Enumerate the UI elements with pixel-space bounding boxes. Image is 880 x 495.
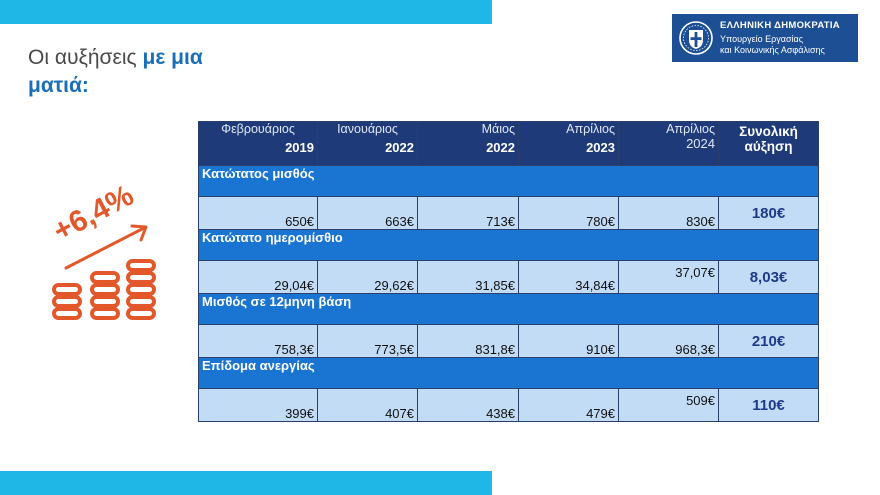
title-highlight-2: ματιά: bbox=[28, 74, 89, 97]
section-label: Κατώτατος μισθός bbox=[198, 165, 819, 197]
logo-ministry-line-2: και Κοινωνικής Ασφάλισης bbox=[720, 45, 825, 55]
header-cell: Ιανουάριος 2022 bbox=[317, 121, 418, 166]
logo-country: ΕΛΛΗΝΙΚΗ ΔΗΜΟΚΡΑΤΙΑ bbox=[720, 20, 840, 31]
table-row: 399€ 407€ 438€ 479€ 509€ 110€ bbox=[198, 388, 819, 422]
section-label: Μισθός σε 12μηνη βάση bbox=[198, 293, 819, 325]
total-cell: 110€ bbox=[718, 388, 819, 422]
total-cell: 180€ bbox=[718, 196, 819, 230]
value-cell: 479€ bbox=[518, 388, 619, 422]
bottom-accent-bar bbox=[0, 471, 492, 495]
page-title: Οι αυξήσεις με μια ματιά: bbox=[28, 44, 278, 100]
ministry-logo: ΕΛΛΗΝΙΚΗ ΔΗΜΟΚΡΑΤΙΑ Υπουργείο Εργασίας κ… bbox=[672, 14, 858, 62]
value-cell: 407€ bbox=[317, 388, 418, 422]
value-cell: 663€ bbox=[317, 196, 418, 230]
value-cell: 399€ bbox=[198, 388, 318, 422]
table-row: 29,04€ 29,62€ 31,85€ 34,84€ 37,07€ 8,03€ bbox=[198, 260, 819, 294]
total-cell: 8,03€ bbox=[718, 260, 819, 294]
total-header-cell: Συνολική αύξηση bbox=[718, 121, 819, 166]
value-cell: 650€ bbox=[198, 196, 318, 230]
value-cell: 31,85€ bbox=[417, 260, 519, 294]
table-header-row: Φεβρουάριος 2019 Ιανουάριος 2022 Μάιος 2022… bbox=[198, 121, 819, 166]
trend-arrow-icon bbox=[64, 224, 148, 270]
top-accent-bar bbox=[0, 0, 492, 24]
logo-ministry-line-1: Υπουργείο Εργασίας bbox=[720, 34, 804, 44]
header-cell: Μάιος 2022 bbox=[417, 121, 519, 166]
value-cell: 29,62€ bbox=[317, 260, 418, 294]
value-cell: 831,8€ bbox=[417, 324, 519, 358]
value-cell: 34,84€ bbox=[518, 260, 619, 294]
table-row: 758,3€ 773,5€ 831,8€ 910€ 968,3€ 210€ bbox=[198, 324, 819, 358]
header-cell: Απρίλιος 2024 bbox=[618, 121, 719, 166]
value-cell: 438€ bbox=[417, 388, 519, 422]
value-cell: 758,3€ bbox=[198, 324, 318, 358]
value-cell: 509€ bbox=[618, 388, 719, 422]
value-cell: 780€ bbox=[518, 196, 619, 230]
raises-table: Φεβρουάριος 2019 Ιανουάριος 2022 Μάιος 2022… bbox=[198, 121, 819, 422]
section-label: Επίδομα ανεργίας bbox=[198, 357, 819, 389]
title-highlight-1: με μια bbox=[142, 46, 203, 69]
growth-coins-graphic: +6,4% bbox=[48, 180, 156, 320]
value-cell: 713€ bbox=[417, 196, 519, 230]
section-label: Κατώτατο ημερομίσθιο bbox=[198, 229, 819, 261]
header-cell: Απρίλιος 2023 bbox=[518, 121, 619, 166]
value-cell: 37,07€ bbox=[618, 260, 719, 294]
coin-stack-icon bbox=[52, 259, 156, 320]
value-cell: 830€ bbox=[618, 196, 719, 230]
value-cell: 910€ bbox=[518, 324, 619, 358]
total-cell: 210€ bbox=[718, 324, 819, 358]
title-part-1: Οι αυξήσεις bbox=[28, 46, 143, 69]
value-cell: 773,5€ bbox=[317, 324, 418, 358]
greek-emblem-icon bbox=[679, 21, 713, 55]
value-cell: 29,04€ bbox=[198, 260, 318, 294]
table-row: 650€ 663€ 713€ 780€ 830€ 180€ bbox=[198, 196, 819, 230]
value-cell: 968,3€ bbox=[618, 324, 719, 358]
header-cell: Φεβρουάριος 2019 bbox=[198, 121, 318, 166]
